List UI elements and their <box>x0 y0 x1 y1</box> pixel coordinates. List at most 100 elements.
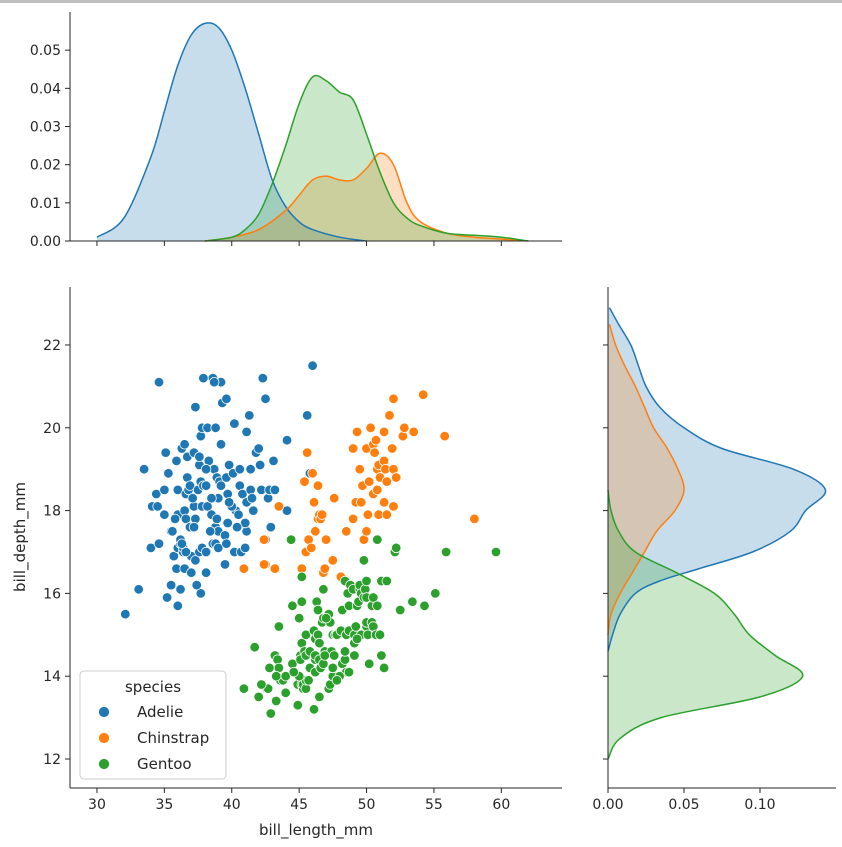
point-gentoo <box>265 708 277 719</box>
point-adelie <box>195 588 207 599</box>
marginal-y-kde-panel: 0.00 0.05 0.10 <box>592 287 836 813</box>
point-adelie <box>120 608 131 620</box>
legend-marker-adelie <box>98 706 110 718</box>
point-adelie <box>269 484 281 496</box>
point-adelie <box>168 550 180 562</box>
point-adelie <box>160 447 171 458</box>
point-gentoo <box>430 588 441 599</box>
point-adelie <box>175 584 186 595</box>
point-gentoo <box>271 695 282 707</box>
point-adelie <box>223 497 235 508</box>
y-tick-label: 12 <box>43 752 61 768</box>
y-tick-label: 18 <box>43 504 61 520</box>
point-gentoo <box>314 637 325 649</box>
point-gentoo <box>374 629 386 641</box>
point-gentoo <box>372 534 383 545</box>
point-adelie <box>222 517 233 529</box>
point-adelie <box>184 480 196 491</box>
point-chinstrap <box>273 501 285 512</box>
point-adelie <box>172 484 184 496</box>
point-adelie <box>307 360 318 371</box>
point-adelie <box>215 480 227 491</box>
y-tick-label: 14 <box>43 669 61 685</box>
point-gentoo <box>308 704 320 715</box>
point-adelie <box>133 584 144 595</box>
point-adelie <box>239 517 251 529</box>
point-adelie <box>152 501 163 512</box>
point-chinstrap <box>388 393 399 405</box>
point-adelie <box>180 546 192 558</box>
point-gentoo <box>343 666 355 678</box>
point-gentoo <box>296 571 308 583</box>
point-adelie <box>151 488 162 500</box>
kde-x-line-adelie <box>96 22 367 242</box>
point-adelie <box>194 451 205 463</box>
point-gentoo <box>331 675 343 686</box>
point-gentoo <box>327 662 339 674</box>
point-adelie <box>265 521 277 533</box>
point-gentoo <box>280 687 291 699</box>
point-adelie <box>244 410 255 421</box>
point-chinstrap <box>312 480 324 491</box>
point-adelie <box>188 521 200 533</box>
point-gentoo <box>312 604 324 616</box>
point-gentoo <box>376 650 387 661</box>
point-adelie <box>169 513 181 525</box>
point-chinstrap <box>356 497 367 508</box>
point-adelie <box>239 542 251 554</box>
point-gentoo <box>288 666 300 678</box>
point-chinstrap <box>439 430 450 442</box>
kde-x-fill-adelie <box>97 22 367 242</box>
point-adelie <box>167 526 178 537</box>
marginal-x-kde-panel: 0.00 0.01 0.02 0.03 0.04 0.05 <box>30 12 562 250</box>
point-chinstrap <box>378 426 390 438</box>
point-chinstrap <box>258 534 270 545</box>
point-gentoo <box>300 629 312 641</box>
point-gentoo <box>364 658 375 670</box>
point-adelie <box>176 538 188 549</box>
legend-label-chinstrap: Chinstrap <box>137 729 209 747</box>
point-adelie <box>202 501 213 512</box>
point-gentoo <box>339 646 351 657</box>
marginal-x-density-tick-label: 0.02 <box>30 158 61 174</box>
kde-y-line-adelie <box>607 307 827 652</box>
point-adelie <box>161 592 173 603</box>
point-adelie <box>200 480 212 491</box>
point-adelie <box>153 538 165 549</box>
point-adelie <box>219 559 231 570</box>
point-chinstrap <box>378 497 390 508</box>
point-adelie <box>208 377 220 388</box>
point-chinstrap <box>384 410 395 421</box>
point-chinstrap <box>306 542 317 554</box>
window-top-edge <box>0 0 842 3</box>
point-adelie <box>204 526 216 537</box>
x-tick-label: 30 <box>88 797 106 813</box>
scatter-panel: 30 35 40 45 50 55 60 12 14 16 18 20 22 bill_length_… <box>11 287 562 840</box>
point-adelie <box>213 542 224 554</box>
point-gentoo <box>264 662 275 674</box>
x-tick-label: 60 <box>492 797 510 813</box>
point-adelie <box>190 401 201 413</box>
x-tick-label: 45 <box>290 797 308 813</box>
point-gentoo <box>490 546 502 558</box>
point-gentoo <box>361 575 372 587</box>
point-chinstrap <box>347 443 359 454</box>
point-chinstrap <box>307 468 318 479</box>
point-adelie <box>246 493 258 504</box>
point-chinstrap <box>381 476 393 487</box>
point-adelie <box>165 579 177 591</box>
point-gentoo <box>253 691 264 703</box>
point-adelie <box>190 555 201 566</box>
point-adelie <box>245 464 256 475</box>
y-axis-label: bill_depth_mm <box>11 482 30 592</box>
point-adelie <box>260 393 271 405</box>
kde-x-fill-gentoo <box>204 75 529 241</box>
point-adelie <box>159 509 170 520</box>
point-chinstrap <box>381 509 393 520</box>
point-adelie <box>200 464 212 475</box>
point-gentoo <box>296 596 308 607</box>
point-gentoo <box>407 596 418 607</box>
point-adelie <box>233 509 244 520</box>
point-adelie <box>172 600 184 612</box>
